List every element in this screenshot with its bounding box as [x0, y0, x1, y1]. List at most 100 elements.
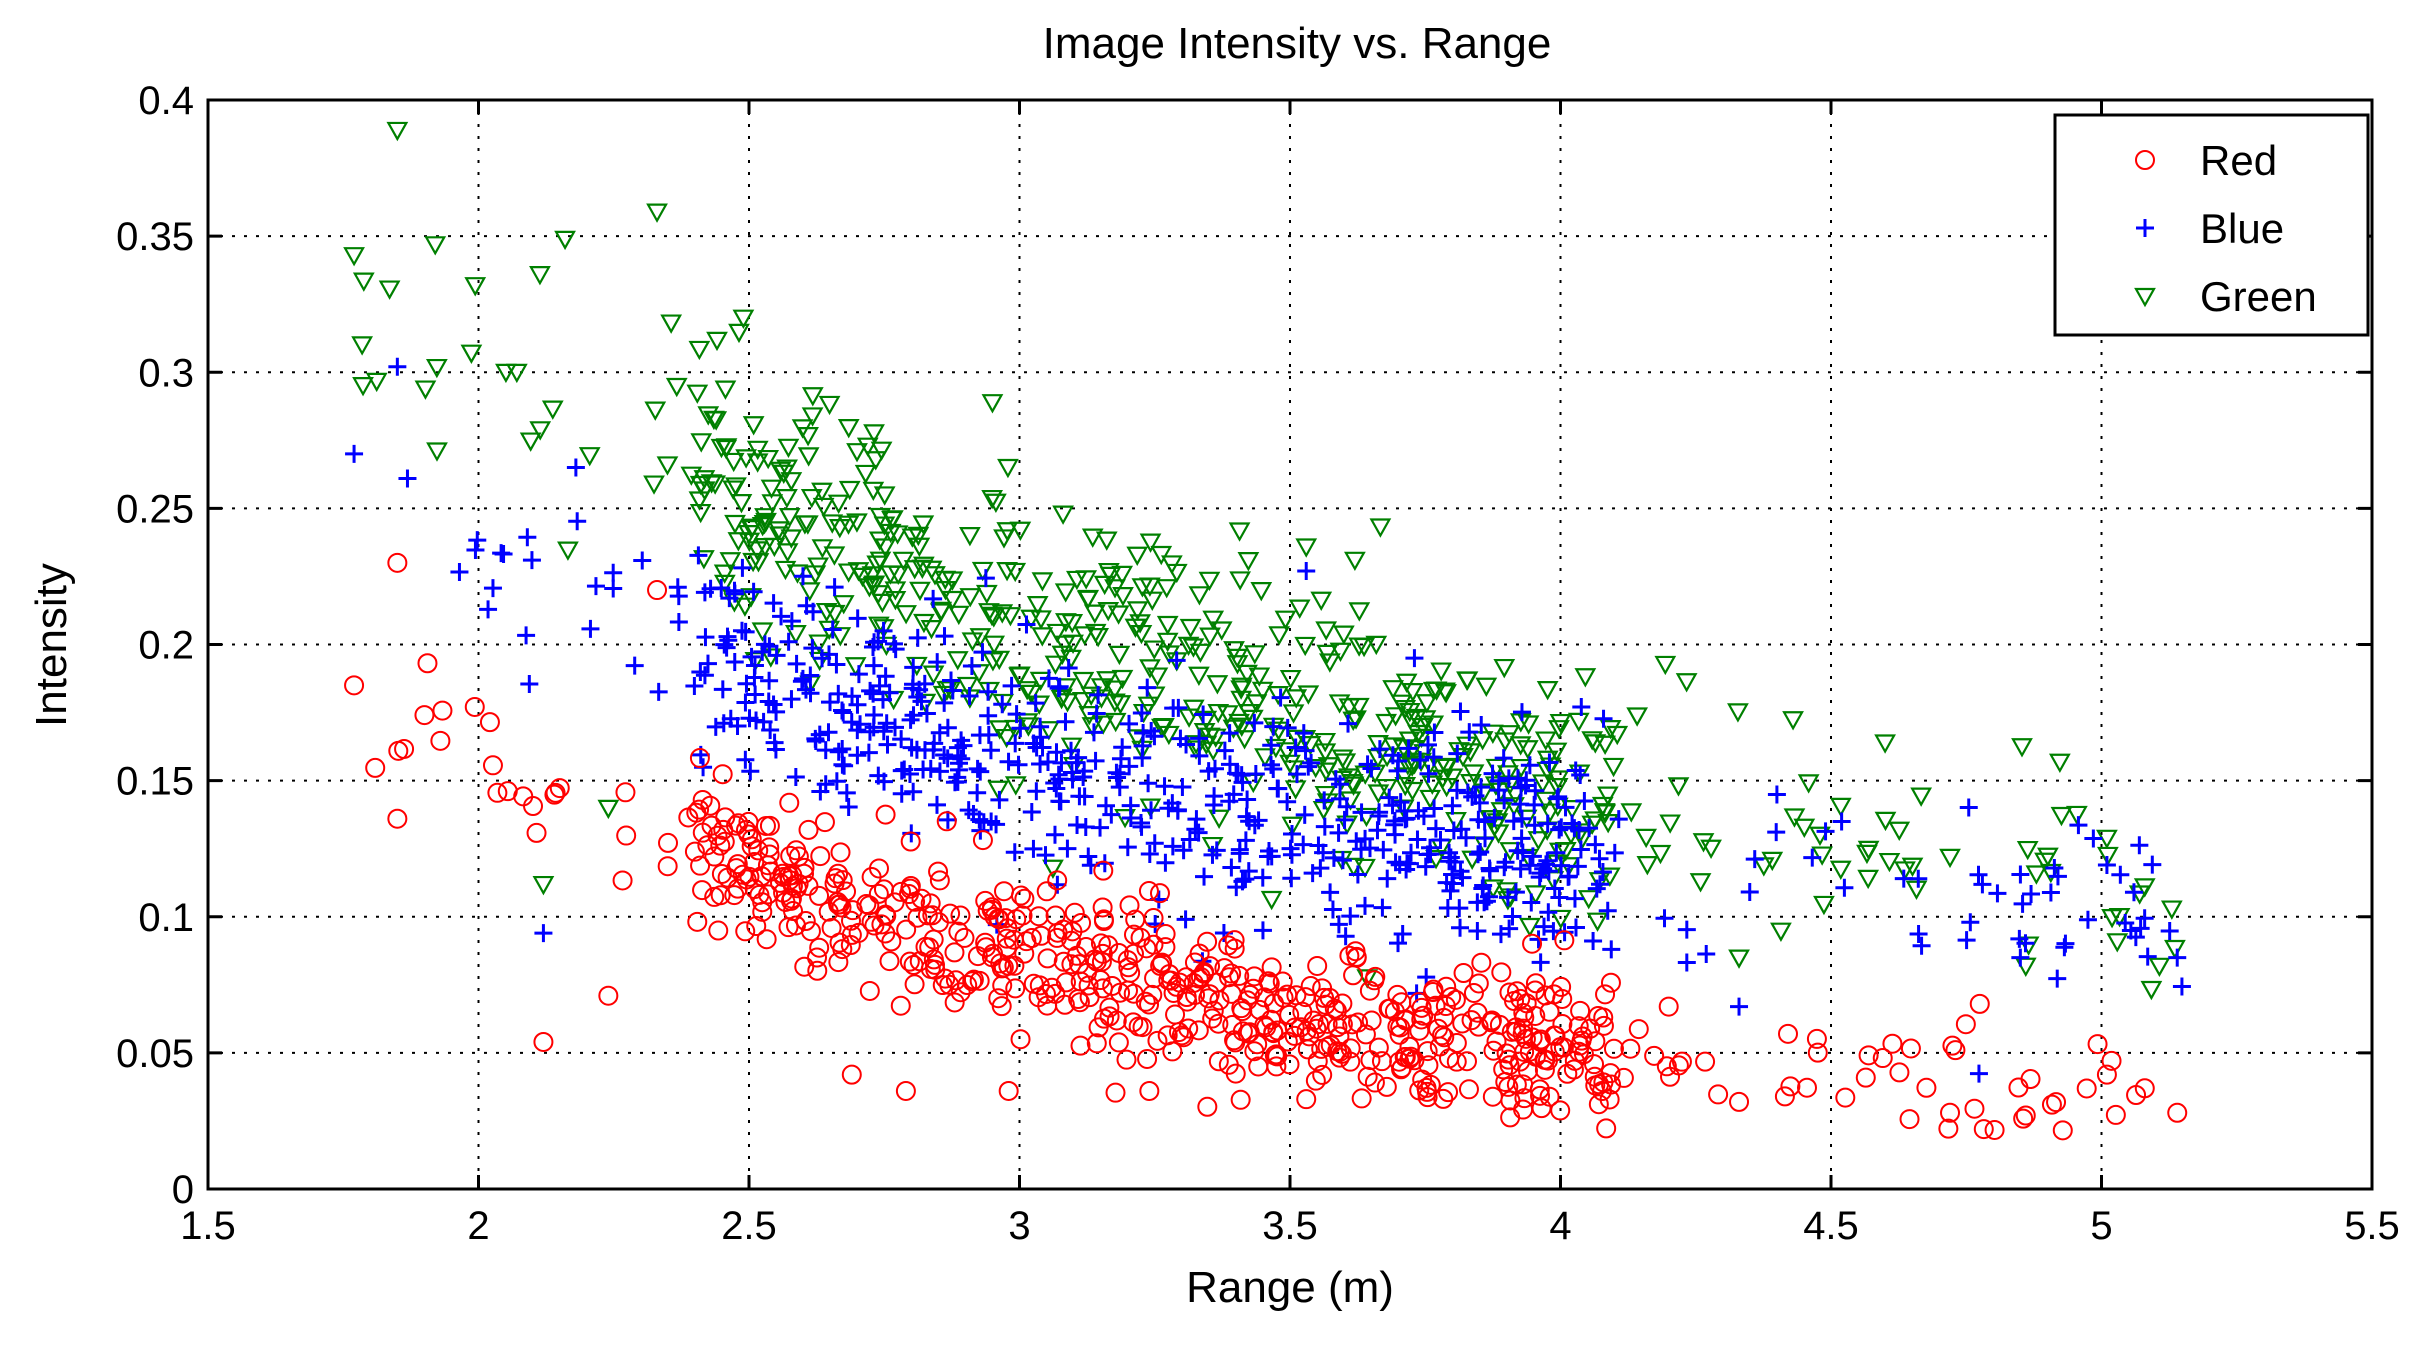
red-point: [759, 815, 780, 836]
blue-point: [1337, 797, 1356, 816]
green-point: [686, 384, 709, 404]
green-point: [1675, 673, 1698, 693]
red-point: [1159, 964, 1180, 985]
red-point: [780, 845, 801, 866]
red-point: [1332, 1014, 1353, 1035]
red-point: [1940, 1102, 1961, 1123]
green-point: [815, 602, 838, 623]
blue-point: [1294, 835, 1313, 854]
red-point: [1593, 1007, 1614, 1028]
green-point: [425, 358, 448, 379]
blue-point: [968, 783, 987, 802]
green-point: [1548, 720, 1570, 740]
red-point: [1438, 1082, 1459, 1103]
blue-point: [1525, 816, 1544, 835]
green-point: [1626, 707, 1649, 727]
blue-point: [1571, 840, 1590, 859]
blue-point: [1262, 847, 1281, 866]
blue-point: [1168, 801, 1187, 820]
blue-point: [736, 750, 755, 769]
blue-point: [517, 626, 536, 645]
y-tick-label: 0.3: [138, 351, 194, 395]
red-point: [1525, 973, 1546, 994]
blue-point: [1590, 849, 1609, 868]
green-point: [1274, 610, 1297, 630]
green-point: [424, 236, 447, 256]
red-point: [1197, 931, 1218, 952]
red-point: [1417, 1041, 1438, 1062]
red-point: [1093, 860, 1114, 881]
red-point: [1221, 983, 1242, 1004]
green-point: [991, 604, 1014, 624]
red-point: [1568, 1041, 1589, 1062]
green-point: [1310, 591, 1333, 611]
green-point: [1155, 579, 1178, 599]
red-point: [1468, 1016, 1489, 1037]
red-point: [1498, 1049, 1519, 1070]
blue-point: [1605, 843, 1624, 862]
blue-point: [1538, 814, 1557, 833]
green-point: [1314, 743, 1337, 763]
blue-point: [746, 685, 765, 704]
blue-point: [2138, 947, 2157, 966]
blue-point: [884, 634, 903, 653]
green-point: [1462, 764, 1485, 784]
green-point: [1654, 655, 1677, 676]
red-point: [1157, 1025, 1178, 1046]
red-point: [1525, 1005, 1546, 1026]
blue-point: [1204, 795, 1223, 814]
blue-point: [1358, 755, 1377, 774]
blue-point: [1586, 835, 1605, 854]
blue-point: [1038, 752, 1057, 771]
green-point: [1053, 635, 1076, 655]
x-tick-label: 2.5: [721, 1204, 777, 1248]
green-point: [1143, 640, 1166, 660]
blue-point: [942, 671, 961, 690]
red-point: [1584, 1066, 1605, 1087]
blue-point: [2172, 977, 2191, 996]
red-point: [1303, 1010, 1324, 1031]
green-point: [1602, 757, 1625, 778]
red-point: [1964, 1098, 1985, 1119]
green-point: [1561, 800, 1584, 820]
blue-point: [1460, 723, 1479, 742]
blue-point: [1503, 907, 1522, 926]
green-point: [934, 570, 957, 591]
blue-point: [1969, 865, 1988, 884]
green-point: [808, 651, 831, 672]
green-point: [1188, 586, 1211, 606]
blue-point: [1405, 649, 1424, 668]
red-point: [1425, 995, 1446, 1016]
green-point: [464, 277, 487, 297]
blue-point: [1451, 862, 1470, 881]
blue-point: [736, 693, 755, 712]
blue-point: [744, 582, 763, 601]
green-point: [1689, 873, 1712, 893]
red-point: [1092, 897, 1113, 918]
green-point: [1245, 694, 1268, 714]
green-point: [1813, 895, 1835, 916]
green-point: [2097, 846, 2119, 867]
blue-point: [1425, 799, 1444, 818]
green-point: [1072, 671, 1095, 692]
green-point: [1598, 867, 1621, 887]
blue-point: [1468, 921, 1487, 940]
blue-point: [1203, 845, 1222, 864]
green-point: [365, 372, 388, 393]
red-point: [2015, 1105, 2036, 1126]
blue-point: [1485, 808, 1504, 827]
blue-point: [1339, 714, 1358, 733]
blue-point: [1352, 803, 1371, 822]
blue-point: [1424, 748, 1443, 767]
blue-point: [1281, 839, 1300, 858]
red-point: [482, 755, 503, 776]
red-point: [533, 1031, 554, 1052]
red-point: [1656, 1056, 1677, 1077]
green-point: [554, 230, 576, 251]
green-point: [1248, 667, 1271, 687]
green-point: [1228, 713, 1250, 734]
blue-point: [1062, 741, 1081, 760]
red-point: [1138, 881, 1159, 902]
blue-point: [839, 798, 858, 817]
